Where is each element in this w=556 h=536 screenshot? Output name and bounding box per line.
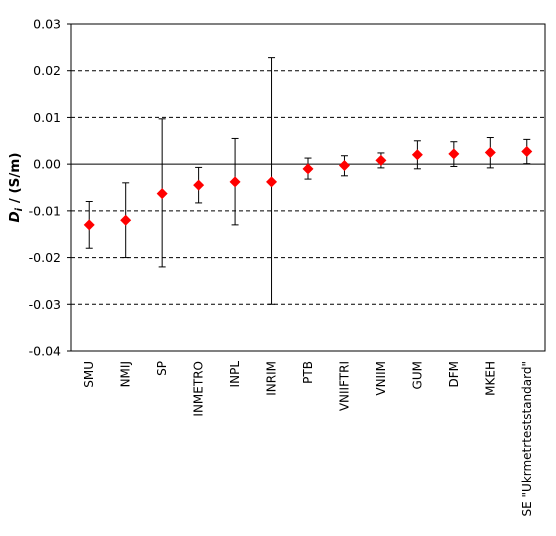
y-tick-label: 0.02 [33,63,61,78]
x-category-label: VNIIM [374,361,388,396]
x-category-label: GUM [410,361,424,389]
data-point-marker [484,146,496,158]
y-tick-label: 0.01 [33,110,61,125]
data-point-marker [375,154,387,166]
data-point-marker [193,179,205,191]
data-point-marker [338,160,350,172]
x-category-label: SE "Ukrmetrteststandard" [520,361,534,517]
y-axis-label: Di / (S/m) [7,152,25,222]
data-point-marker [448,148,460,160]
y-axis: 0.03 0.02 0.01 0.00 -0.01 -0.02 -0.03 -0.04 [29,17,71,359]
x-category-label: MKEH [483,361,497,396]
x-category-label: INMETRO [192,361,206,417]
x-category-label: INPL [228,361,242,388]
data-point-marker [83,219,95,231]
x-category-label: INRIM [265,361,279,396]
x-category-label: VNIIFTRI [337,361,351,411]
data-point-marker [229,176,241,188]
data-point-marker [521,146,533,158]
x-category-label: SMU [82,361,96,388]
data-point-marker [156,188,168,200]
data-point-marker [411,149,423,161]
y-tick-label: -0.04 [29,344,61,359]
data-point-marker [120,214,132,226]
data-point-marker [302,163,314,175]
error-bars [85,57,531,305]
data-markers [83,146,533,231]
x-category-label: NMIJ [119,361,133,387]
x-category-label: SP [155,361,169,376]
x-category-label: PTB [301,361,315,384]
y-tick-label: 0.00 [33,157,61,172]
data-point-marker [266,176,278,188]
gridlines [71,70,545,305]
x-axis-categories: SMU NMIJ SP INMETRO INPL INRIM PTB VNIIFTRI VNII… [82,361,534,517]
y-tick-label: 0.03 [33,17,61,32]
y-tick-label: -0.01 [29,203,61,218]
y-tick-label: -0.02 [29,250,61,265]
y-axis-label-sub: i [14,207,25,211]
y-axis-label-rest: / (S/m) [7,152,23,207]
plot-area-frame [70,23,546,352]
x-category-label: DFM [447,361,461,388]
y-tick-label: -0.03 [29,297,61,312]
y-axis-label-main: D [7,211,23,222]
